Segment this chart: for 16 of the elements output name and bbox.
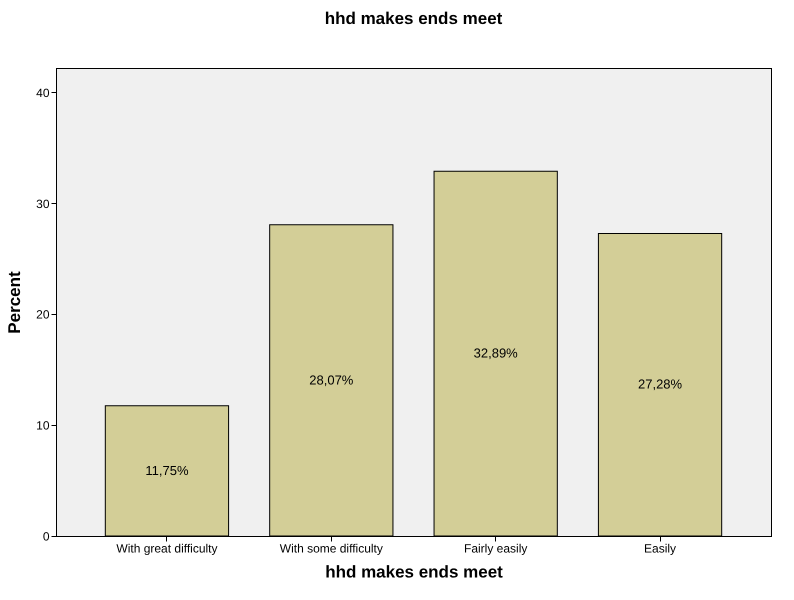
y-tick-label: 30 bbox=[36, 196, 50, 211]
data-label: 32,89% bbox=[474, 346, 518, 361]
data-label: 11,75% bbox=[145, 462, 189, 478]
y-tick-label: 10 bbox=[36, 418, 50, 433]
chart-title: hhd makes ends meet bbox=[324, 9, 503, 28]
x-tick-label: Easily bbox=[644, 542, 676, 556]
x-tick-label: Fairly easily bbox=[464, 542, 528, 556]
y-axis-title: Percent bbox=[5, 270, 24, 334]
x-tick-label: With great difficulty bbox=[116, 542, 218, 556]
x-axis-title: hhd makes ends meet bbox=[325, 562, 504, 582]
data-label: 27,28% bbox=[638, 376, 683, 392]
y-tick-label: 20 bbox=[36, 308, 50, 322]
x-tick-label: With some difficulty bbox=[280, 542, 383, 556]
y-tick-label: 40 bbox=[36, 86, 50, 100]
y-tick-label: 0 bbox=[42, 530, 50, 544]
data-label: 28,07% bbox=[309, 372, 354, 388]
